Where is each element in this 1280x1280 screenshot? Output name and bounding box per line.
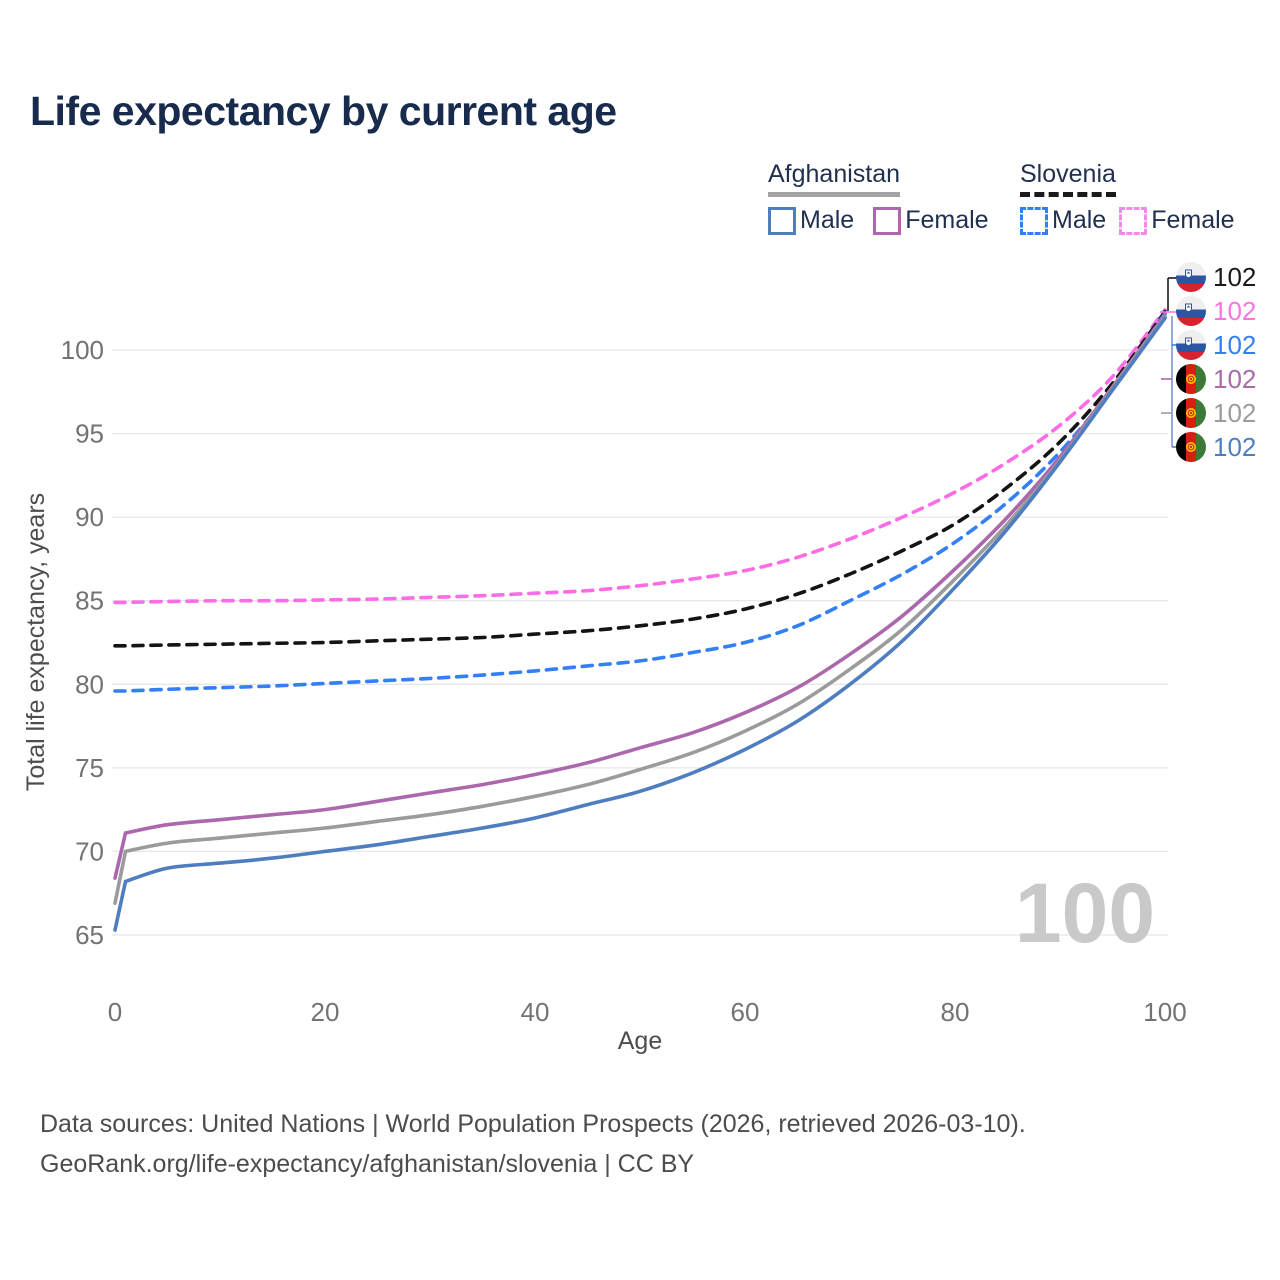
legend-swatch-afghanistan-male[interactable]: [768, 206, 796, 235]
endpoint-value: 102: [1213, 329, 1257, 360]
endpoint-label-row: 102: [1176, 294, 1256, 328]
x-axis-tick-labels: 0 20 40 60 80 100: [108, 997, 1187, 1027]
series-line-slovenia-male: [113, 311, 1167, 693]
endpoint-label-row: 102: [1176, 328, 1256, 362]
x-tick-label: 20: [311, 997, 340, 1027]
slovenia-flag-icon: [1176, 296, 1206, 326]
y-axis-title: Total life expectancy, years: [22, 493, 50, 791]
y-tick-label: 100: [61, 335, 104, 365]
page-title: Life expectancy by current age: [30, 88, 617, 134]
x-tick-label: 100: [1143, 997, 1186, 1027]
attribution-text: GeoRank.org/life-expectancy/afghanistan/…: [40, 1150, 695, 1178]
legend-country-slovenia[interactable]: Slovenia: [1020, 160, 1116, 197]
y-axis-tick-labels: 65 70 75 80 85 90 95 100: [61, 335, 104, 950]
legend-label-slovenia-female[interactable]: Female: [1151, 206, 1235, 234]
y-tick-label: 70: [75, 836, 104, 866]
series-line-afghanistan-male: [113, 316, 1167, 932]
legend-swatch-slovenia-male[interactable]: [1020, 206, 1048, 235]
y-tick-label: 90: [75, 502, 104, 532]
endpoint-value: 102: [1213, 295, 1257, 326]
endpoint-labels: 102 102 102 102 102 102: [1176, 260, 1256, 464]
legend-label-slovenia-male[interactable]: Male: [1052, 206, 1107, 234]
series-line-slovenia-female: [113, 308, 1167, 605]
legend-swatch-slovenia-female[interactable]: [1119, 206, 1148, 235]
legend-group-afghanistan: Afghanistan Male Female: [768, 160, 989, 235]
endpoint-value: 102: [1213, 363, 1257, 394]
y-tick-label: 65: [75, 920, 104, 950]
endpoint-label-row: 102: [1176, 430, 1256, 464]
x-tick-label: 80: [941, 997, 970, 1027]
x-tick-label: 60: [731, 997, 760, 1027]
y-tick-label: 95: [75, 419, 104, 449]
x-tick-label: 40: [521, 997, 550, 1027]
legend-group-slovenia: Slovenia Male Female: [1020, 160, 1235, 235]
slovenia-flag-icon: [1176, 330, 1206, 360]
data-sources-text: Data sources: United Nations | World Pop…: [40, 1110, 1026, 1138]
afghanistan-flag-icon: [1176, 432, 1206, 462]
legend-label-afghanistan-female[interactable]: Female: [905, 206, 989, 234]
series-lines: [113, 308, 1167, 932]
x-tick-label: 0: [108, 997, 122, 1027]
y-tick-label: 80: [75, 669, 104, 699]
series-line-afghanistan-total: [113, 314, 1167, 905]
endpoint-value: 102: [1213, 431, 1257, 462]
afghanistan-flag-icon: [1176, 398, 1206, 428]
afghanistan-flag-icon: [1176, 364, 1206, 394]
series-line-slovenia-total: [113, 309, 1167, 648]
endpoint-value: 102: [1213, 397, 1257, 428]
age-watermark: 100: [1015, 866, 1155, 960]
y-tick-label: 75: [75, 753, 104, 783]
endpoint-label-row: 102: [1176, 362, 1256, 396]
legend-country-afghanistan[interactable]: Afghanistan: [768, 160, 901, 197]
legend-label-afghanistan-male[interactable]: Male: [800, 206, 855, 234]
slovenia-flag-icon: [1176, 262, 1206, 292]
endpoint-label-row: 102: [1176, 260, 1256, 294]
endpoint-connector-lines: [1160, 277, 1177, 448]
endpoint-label-row: 102: [1176, 396, 1256, 430]
gridlines: [112, 349, 1168, 936]
endpoint-value: 102: [1213, 261, 1257, 292]
x-axis-title: Age: [618, 1027, 662, 1055]
legend-swatch-afghanistan-female[interactable]: [873, 206, 902, 235]
y-tick-label: 85: [75, 586, 104, 616]
series-line-afghanistan-female: [113, 313, 1167, 880]
